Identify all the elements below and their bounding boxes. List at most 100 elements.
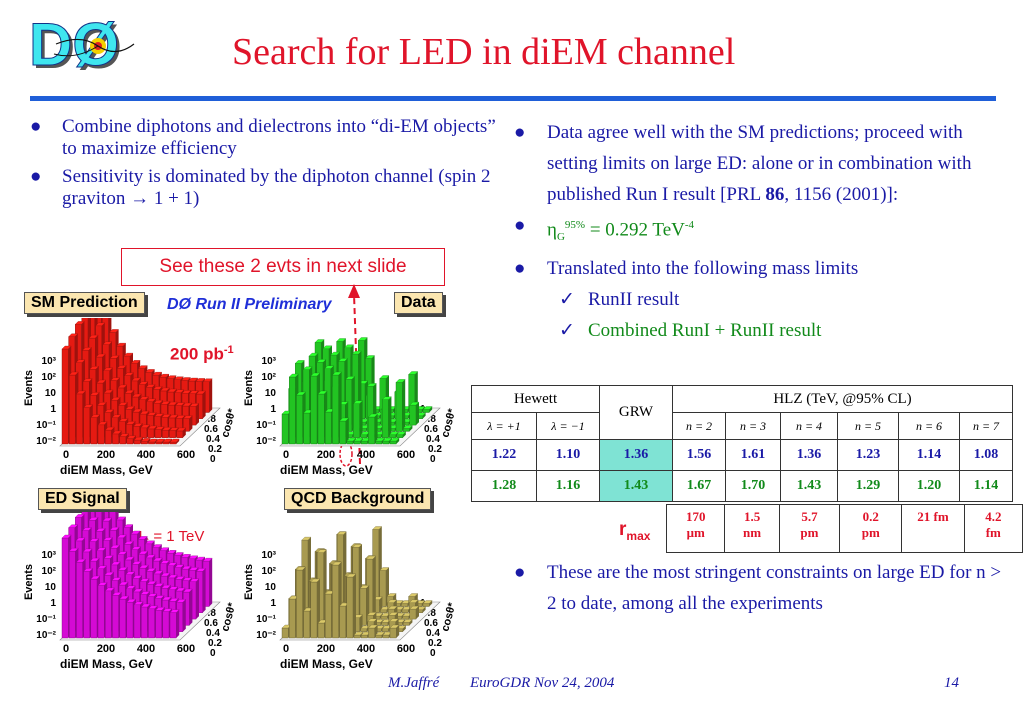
lego-bar [310,581,318,639]
lego-bar-top [375,437,386,442]
lego-bar-side [209,558,213,607]
lego-bar-top [322,345,333,349]
lego-bar [119,598,126,639]
lego-bar-side [429,600,433,607]
z-tick-label: 0 [210,454,216,465]
lego-bar-side [202,391,206,419]
col-header: λ = +1 [471,412,537,440]
y-tick-label: 10³ [42,356,57,367]
y-tick-label: 10² [262,372,277,383]
lego-bar-top [137,365,148,369]
right-bullets: ● Data agree well with the SM predictions… [514,117,1004,346]
lego-bar-side [359,400,363,438]
table-row: 1.22 1.10 1.36 1.56 1.61 1.36 1.23 1.14 … [471,439,1013,471]
lego-bar-top [82,378,93,382]
title-rule [30,96,996,101]
lego-bar-side [147,438,151,444]
lego-bar-top [408,371,419,375]
qcd-background-label: QCD Background [284,488,432,510]
lego-bar-top [294,360,305,364]
lego-bar-side [402,431,406,438]
lego-bar-top [109,527,120,531]
lego-bar [289,598,296,639]
lego-bar-top [133,588,143,593]
check-icon: ✓ [559,320,575,342]
table-cell: 1.23 [837,439,899,471]
table-cell: 1.29 [837,470,899,502]
z-tick-label: 0.2 [428,638,442,649]
lego-bar-top [182,577,193,581]
lego-bar [162,611,170,639]
col-header: n = 3 [725,412,781,440]
lego-bar-top [126,599,137,603]
table-row: 1.28 1.16 1.43 1.67 1.70 1.43 1.29 1.20 … [471,470,1013,502]
lego-bar-top [138,381,149,385]
lego-bar-top [353,631,364,636]
lego-bar-top [324,365,335,369]
x-tick-label: 600 [177,449,195,461]
lego-bar [148,608,155,639]
lego-bar [401,609,409,614]
lego-bar-top [387,605,398,610]
lego-bar-top [75,537,86,542]
lego-bar [97,424,105,445]
lego-bar-side [416,402,419,426]
lego-bar-top [82,527,92,531]
col-header: n = 6 [898,412,960,440]
check-run2: ✓ RunII result [514,284,1004,315]
lego-bar-side [402,625,406,632]
lego-bar-top [90,575,101,580]
lego-bar-top [409,605,420,610]
lego-bar [126,601,134,639]
lego-bar [126,438,134,445]
lego-bar-top [336,531,347,535]
y-tick-label: 1 [270,598,276,609]
table-cell: 1.14 [898,439,960,471]
lego-bar-top [317,549,327,553]
lego-bar [161,430,169,438]
lego-bar [389,440,397,445]
lego-bar-top [353,437,364,442]
footer-author: M.Jaffré [388,675,440,691]
lego-bar-side [416,606,419,620]
lego-bar [176,430,184,438]
lego-bar [360,440,368,445]
lego-bar-top [169,427,179,431]
lego-bar-side [182,427,186,438]
z-tick-label: 0.8 [202,414,216,425]
right-bullet-3: ● Translated into the following mass limi… [514,258,859,280]
lego-bar [303,412,310,445]
lego-bar-top [102,341,113,345]
table-cell: 1.70 [725,470,781,502]
x-tick-label: 0 [63,449,69,461]
lego-bar [375,440,383,445]
lego-bar-top [302,366,313,370]
lego-bar [360,628,367,632]
y-tick-label: 10² [262,566,277,577]
lego-bar-top [296,391,306,396]
lego-bar-top [61,534,72,539]
lego-bar-top [389,437,400,442]
x-tick-label: 200 [317,449,335,461]
lego-bar-side [189,415,193,432]
table-cell: 1.20 [898,470,960,502]
ed-signal-label: ED Signal [38,488,127,510]
col-header: n = 2 [672,412,726,440]
table-cell: 1.36 [599,439,673,471]
lego-bar-top [422,600,433,604]
lego-bar-top [152,386,163,390]
lego-bar-top [118,418,129,422]
col-header: n = 5 [837,412,899,440]
left-bullet-1: ● Combine diphotons and dielectrons into … [30,116,496,159]
table-cell: 1.28 [471,470,537,502]
lego-bar [162,441,170,445]
lego-bar [401,603,408,607]
y-tick-label: 10⁻² [256,436,276,447]
data-plot: Events 10³ 10² 10 1 10⁻¹ 10⁻² 0 200 400 600 diEM Ma… [243,337,459,477]
table-cell: 1.16 [536,470,600,502]
lego-bar-top [145,554,156,558]
lego-bar-top [160,572,171,577]
lego-bar [169,441,177,445]
lego-bar-top [395,379,406,383]
lego-bar-top [82,347,92,351]
